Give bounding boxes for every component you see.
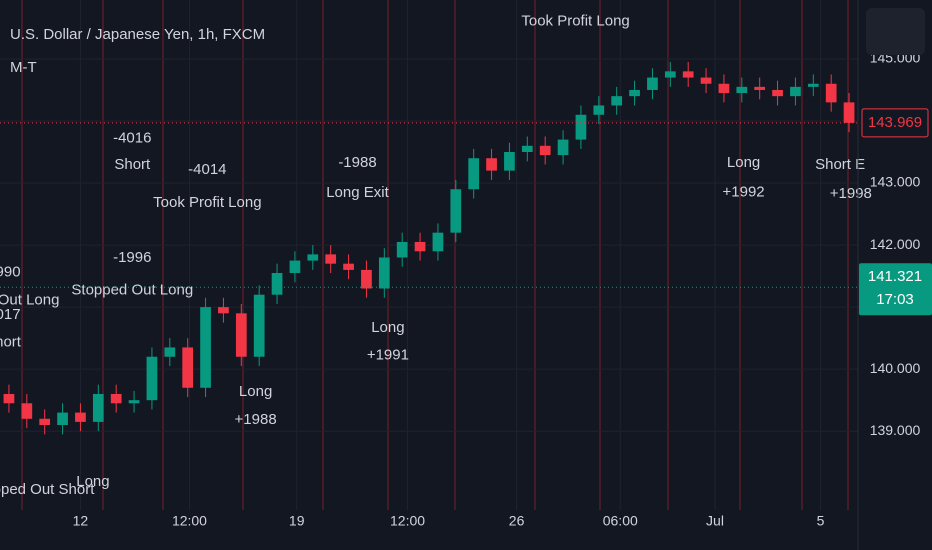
candle-body: [253, 294, 265, 357]
annotation: Took Profit Long: [521, 13, 629, 30]
y-tick-label: 140.000: [870, 360, 921, 376]
candle-body: [468, 158, 480, 190]
candle-body: [539, 145, 551, 156]
candle-body: [629, 89, 640, 97]
y-tick-label: 143.000: [870, 174, 921, 190]
candle-body: [307, 254, 319, 261]
annotation: +1992: [723, 183, 765, 200]
candle-body: [557, 139, 569, 156]
x-tick-label: 06:00: [603, 513, 638, 529]
x-tick-label: Jul: [706, 513, 724, 529]
candle-body: [128, 400, 140, 404]
candle-body: [450, 189, 462, 233]
indicator-name: M-T: [10, 59, 37, 76]
settings-button[interactable]: [866, 8, 925, 55]
annotation: +1991: [367, 346, 409, 363]
y-tick-label: 139.000: [870, 422, 921, 438]
price-label: 143.969: [868, 114, 922, 131]
candle-body: [843, 102, 855, 123]
candle-body: [664, 71, 676, 78]
candle-body: [790, 86, 801, 97]
annotation: Short: [114, 156, 151, 173]
candle-body: [378, 257, 390, 289]
candle-body: [825, 83, 837, 103]
annotation: Took Profit Long: [153, 194, 261, 211]
candle-body: [200, 307, 211, 388]
x-tick-label: 19: [289, 513, 305, 529]
candle-body: [575, 114, 587, 140]
x-tick-label: 12: [73, 513, 89, 529]
chart-title: U.S. Dollar / Japanese Yen, 1h, FXCM: [10, 26, 265, 43]
candle-body: [75, 412, 86, 422]
candle-body: [182, 347, 194, 388]
candle-body: [807, 83, 819, 87]
annotation: Stopped Out Long: [71, 281, 193, 298]
candle-body: [647, 77, 658, 90]
candle-body: [361, 269, 372, 289]
x-tick-label: 26: [509, 513, 525, 529]
annotation: 990: [0, 263, 21, 280]
candle-body: [21, 403, 33, 419]
x-tick-label: 12:00: [390, 513, 425, 529]
annotation: Long: [239, 383, 272, 400]
annotation: Out Long: [0, 291, 59, 308]
annotation: -4016: [113, 129, 151, 146]
annotation: Long: [76, 473, 109, 490]
candle-body: [486, 158, 497, 171]
x-tick-label: 5: [817, 513, 825, 529]
annotation: opped Out Short: [0, 481, 95, 498]
candle-body: [736, 86, 748, 94]
annotation: -4014: [188, 161, 226, 178]
annotation: Long: [371, 319, 404, 336]
candle-body: [772, 89, 783, 97]
annotation: +1988: [235, 411, 277, 428]
price-label-box: [859, 263, 932, 316]
candle-body: [146, 356, 158, 401]
candle-body: [682, 71, 694, 78]
candle-body: [432, 232, 444, 252]
candle-body: [110, 393, 122, 404]
candle-body: [92, 393, 104, 422]
candle-body: [57, 412, 68, 425]
x-tick-label: 12:00: [172, 513, 207, 529]
candle-body: [754, 86, 766, 90]
candle-body: [521, 145, 533, 153]
annotation: hort: [0, 333, 22, 350]
candle-body: [218, 307, 229, 314]
annotation: +1998: [830, 185, 872, 202]
candle-body: [39, 418, 51, 425]
candle-body: [164, 347, 176, 357]
candle-body: [718, 83, 730, 94]
candle-body: [414, 241, 426, 252]
candle-body: [343, 263, 354, 270]
session-lines: [21, 0, 849, 510]
candle-body: [325, 254, 337, 264]
candle-body: [235, 313, 247, 357]
annotation: Long Exit: [326, 184, 389, 201]
candle-body: [289, 260, 301, 273]
price-label: 141.321: [868, 268, 922, 285]
y-tick-label: 142.000: [870, 236, 921, 252]
price-label-box: [861, 108, 929, 138]
annotation: -1988: [338, 154, 376, 171]
candle-body: [700, 77, 712, 84]
annotation: -1996: [113, 249, 151, 266]
annotation: Short E: [815, 156, 865, 173]
countdown-label: 17:03: [876, 291, 914, 308]
candle-body: [593, 105, 605, 115]
candle-body: [271, 272, 283, 295]
candle-body: [504, 152, 515, 171]
candle-body: [396, 241, 408, 258]
annotation: 017: [0, 306, 21, 323]
annotation: Long: [727, 154, 760, 171]
candle-body: [611, 96, 623, 106]
candle-body: [3, 393, 15, 404]
